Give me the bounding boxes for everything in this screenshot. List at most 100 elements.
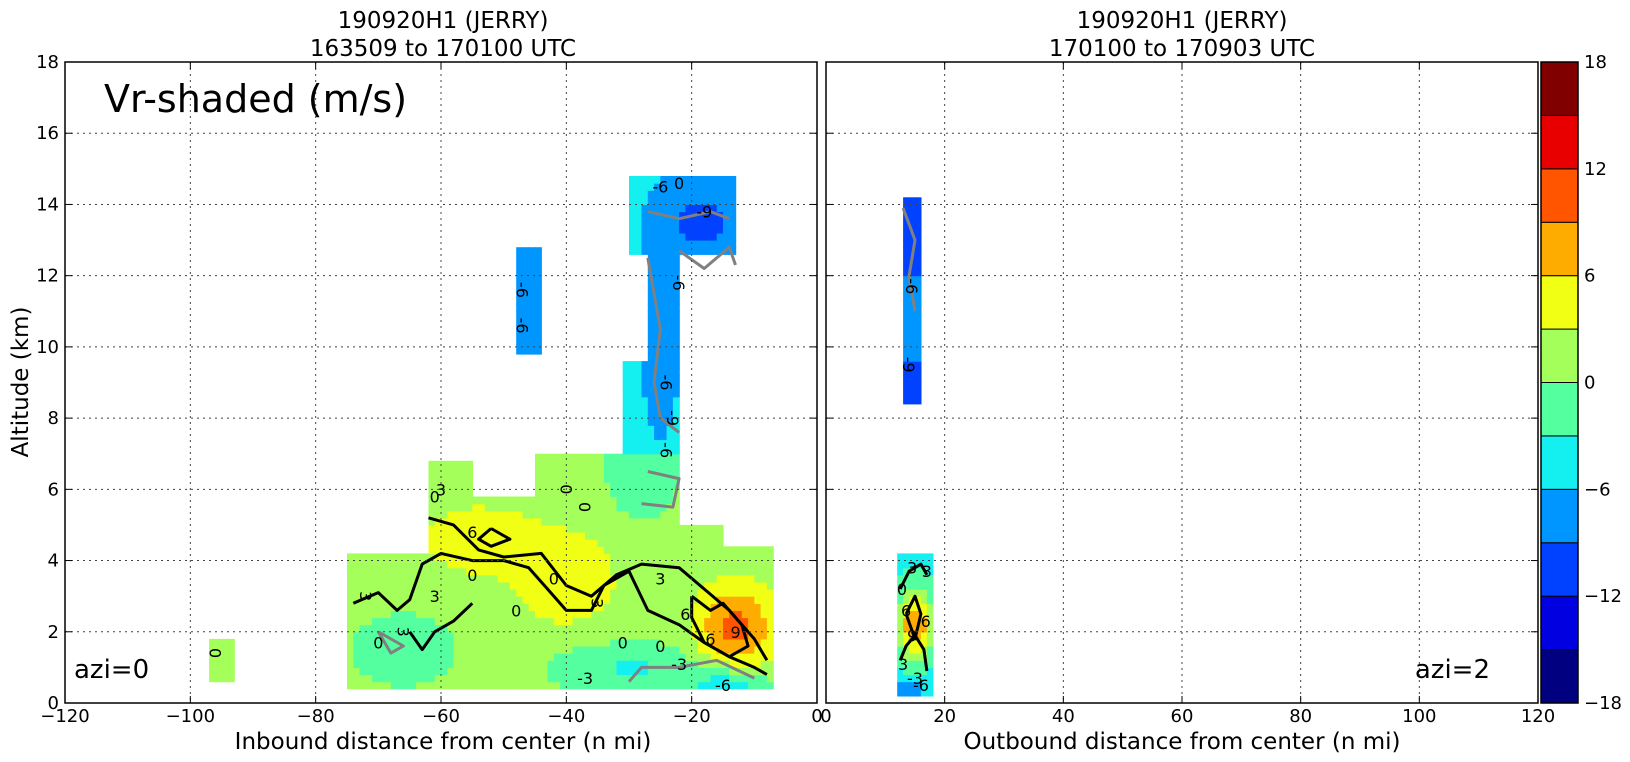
vr-cell	[660, 247, 668, 255]
vr-cell	[484, 653, 492, 661]
vr-cell	[685, 631, 693, 640]
vr-cell	[754, 617, 762, 626]
vr-cell	[691, 539, 699, 547]
vr-cell	[710, 638, 718, 647]
vr-cell	[578, 596, 586, 604]
vr-cell	[616, 589, 624, 597]
vr-cell	[654, 332, 661, 341]
vr-cell	[535, 610, 542, 619]
vr-cell	[528, 596, 536, 604]
vr-cell	[566, 610, 574, 619]
vr-cell	[760, 617, 768, 626]
vr-cell	[478, 589, 486, 597]
vr-cell	[672, 375, 680, 384]
vr-cell	[466, 489, 473, 497]
vr-cell	[622, 475, 630, 483]
vr-cell	[466, 510, 473, 519]
vr-cell	[547, 489, 555, 497]
vr-cell	[466, 610, 473, 619]
vr-cell	[647, 553, 655, 562]
vr-cell	[528, 667, 536, 676]
vr-cell	[597, 610, 605, 619]
vr-cell	[403, 560, 411, 569]
vr-cell	[603, 596, 611, 604]
vr-cell	[729, 240, 737, 248]
vr-cell	[622, 532, 630, 540]
vr-cell	[629, 624, 636, 633]
vr-cell	[472, 631, 480, 640]
contour-label: 0	[897, 580, 907, 599]
vr-cell	[566, 638, 574, 647]
vr-cell	[635, 510, 643, 519]
vr-cell	[629, 211, 636, 220]
vr-cell	[660, 674, 668, 683]
vr-cell	[535, 589, 542, 597]
vr-cell	[697, 546, 705, 554]
colorbar-tick-label: 12	[1584, 159, 1607, 180]
vr-cell	[660, 468, 668, 476]
vr-cell	[409, 660, 417, 668]
vr-cell	[597, 681, 605, 690]
vr-cell	[748, 603, 755, 611]
vr-cell	[610, 660, 618, 668]
vr-cell	[535, 282, 542, 291]
vr-cell	[603, 517, 611, 526]
vr-cell	[585, 560, 592, 569]
vr-cell	[484, 503, 492, 512]
contour-label: 0	[655, 637, 665, 656]
vr-cell	[760, 610, 768, 619]
vr-cell	[541, 596, 549, 604]
vr-cell	[685, 674, 693, 683]
vr-cell	[897, 667, 904, 676]
vr-cell	[459, 638, 467, 647]
vr-cell	[560, 546, 567, 554]
vr-cell	[441, 539, 448, 547]
vr-cell	[560, 610, 567, 619]
vr-cell	[459, 460, 467, 469]
vr-cell	[766, 638, 774, 647]
vr-cell	[685, 197, 693, 205]
vr-cell	[535, 581, 542, 590]
vr-cell	[915, 610, 922, 619]
vr-cell	[635, 638, 643, 647]
vr-cell	[641, 567, 649, 576]
vr-cell	[397, 674, 404, 683]
vr-cell	[760, 574, 768, 583]
vr-cell	[390, 667, 398, 676]
vr-cell	[397, 610, 404, 619]
vr-cell	[365, 653, 373, 661]
vr-cell	[359, 631, 367, 640]
vr-cell	[641, 482, 649, 490]
colorbar-cell	[1540, 382, 1579, 437]
vr-cell	[560, 646, 567, 654]
vr-cell	[660, 460, 668, 469]
vr-cell	[647, 475, 655, 483]
vr-cell	[472, 653, 480, 661]
vr-cell	[716, 631, 724, 640]
vr-cell	[672, 503, 680, 512]
vr-cell	[566, 681, 574, 690]
vr-cell	[585, 553, 592, 562]
vr-cell	[491, 553, 498, 562]
vr-cell	[591, 574, 599, 583]
vr-cell	[915, 275, 922, 284]
vr-cell	[903, 646, 910, 654]
vr-cell	[635, 439, 643, 448]
vr-cell	[679, 681, 686, 690]
vr-cell	[760, 674, 768, 683]
vr-cell	[541, 460, 549, 469]
vr-cell	[729, 553, 737, 562]
vr-cell	[672, 653, 680, 661]
vr-cell	[716, 197, 724, 205]
vr-cell	[672, 589, 680, 597]
vr-cell	[541, 631, 549, 640]
vr-cell	[654, 617, 661, 626]
vr-cell	[635, 574, 643, 583]
vr-cell	[509, 674, 517, 683]
vr-cell	[547, 681, 555, 690]
vr-cell	[578, 475, 586, 483]
vr-cell	[629, 368, 636, 376]
vr-cell	[654, 589, 661, 597]
vr-cell	[660, 532, 668, 540]
vr-cell	[754, 660, 762, 668]
